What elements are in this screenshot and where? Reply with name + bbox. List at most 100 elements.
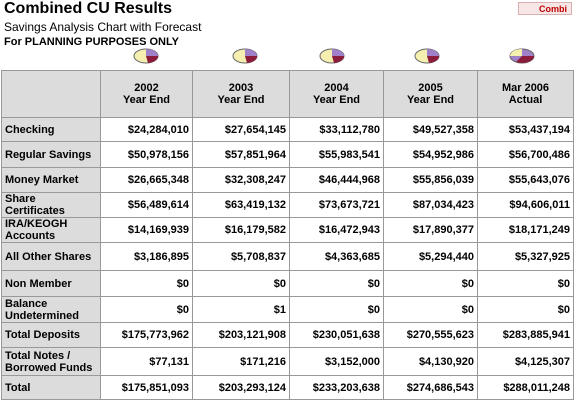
cell: $17,890,377 <box>383 217 478 243</box>
cell: $0 <box>100 270 193 297</box>
cell: $171,216 <box>192 347 290 376</box>
table-row: All Other Shares $3,186,895 $5,708,837 $4,3… <box>1 242 574 271</box>
cell: $14,169,939 <box>100 217 193 243</box>
cell: $53,437,194 <box>477 117 574 142</box>
column-header-line: 2002 <box>134 82 159 94</box>
column-header-line: Year End <box>122 94 171 106</box>
cell: $94,606,011 <box>477 192 574 218</box>
cell: $5,294,440 <box>383 242 478 271</box>
table-row: Total $175,851,093 $203,293,124 $233,203,63… <box>1 375 574 400</box>
table-row: Balance Undetermined $0 $1 $0 $0 $0 <box>1 296 574 323</box>
cell: $73,673,721 <box>289 192 384 218</box>
row-label: Checking <box>1 117 101 142</box>
cell: $5,327,925 <box>477 242 574 271</box>
cell: $270,555,623 <box>383 322 478 348</box>
subtitle: Savings Analysis Chart with Forecast <box>4 20 202 34</box>
cell: $54,952,986 <box>383 141 478 168</box>
cell: $77,131 <box>100 347 193 376</box>
cell: $46,444,968 <box>289 167 384 193</box>
cell: $3,186,895 <box>100 242 193 271</box>
cell: $0 <box>477 270 574 297</box>
cell: $16,472,943 <box>289 217 384 243</box>
row-label: Regular Savings <box>1 141 101 168</box>
column-header-line: Year End <box>406 94 455 106</box>
cell: $175,851,093 <box>100 375 193 400</box>
cell: $32,308,247 <box>192 167 290 193</box>
cell: $0 <box>477 296 574 323</box>
cell: $283,885,941 <box>477 322 574 348</box>
row-label: Money Market <box>1 167 101 193</box>
column-header-line: Mar 2006 <box>501 82 550 94</box>
cell: $0 <box>100 296 193 323</box>
table-row: Total Deposits $175,773,962 $203,121,908 $2… <box>1 322 574 348</box>
cell: $4,363,685 <box>289 242 384 271</box>
row-label: Total Deposits <box>1 322 101 348</box>
note: For PLANNING PURPOSES ONLY <box>4 36 180 48</box>
cell: $55,856,039 <box>383 167 478 193</box>
cell: $0 <box>289 296 384 323</box>
row-label: All Other Shares <box>1 242 101 271</box>
table: 2002 Year End 2003 Year End 2004 Year End 2005… <box>1 70 574 400</box>
cell: $203,121,908 <box>192 322 290 348</box>
cell: $50,978,156 <box>100 141 193 168</box>
cell: $24,284,010 <box>100 117 193 142</box>
cell: $175,773,962 <box>100 322 193 348</box>
column-header: 2004 Year End <box>289 70 384 118</box>
cell: $0 <box>289 270 384 297</box>
column-header-line: 2005 <box>418 82 443 94</box>
cell: $55,983,541 <box>289 141 384 168</box>
table-row: Money Market $26,665,348 $32,308,247 $46,44… <box>1 167 574 193</box>
cell: $233,203,638 <box>289 375 384 400</box>
table-row: Total Notes / Borrowed Funds $77,131 $171,… <box>1 347 574 376</box>
pie-icons <box>133 48 535 64</box>
pie-icon <box>414 48 440 64</box>
cell: $57,851,964 <box>192 141 290 168</box>
cell: $4,130,920 <box>383 347 478 376</box>
row-label: Balance Undetermined <box>1 296 101 323</box>
table-row: Regular Savings $50,978,156 $57,851,964 $55… <box>1 141 574 168</box>
cell: $26,665,348 <box>100 167 193 193</box>
table-row: IRA/KEOGH Accounts $14,169,939 $16,179,582… <box>1 217 574 243</box>
cell: $3,152,000 <box>289 347 384 376</box>
cell: $49,527,358 <box>383 117 478 142</box>
cell: $18,171,249 <box>477 217 574 243</box>
header-row: 2002 Year End 2003 Year End 2004 Year End 2005… <box>1 70 574 118</box>
title: Combined CU Results <box>4 0 173 17</box>
row-label: IRA/KEOGH Accounts <box>1 217 101 243</box>
cell: $56,489,614 <box>100 192 193 218</box>
column-header-line: Actual <box>508 94 543 106</box>
column-header: 2005 Year End <box>383 70 478 118</box>
button[interactable]: Combi <box>518 2 572 15</box>
table-row: Share Certificates $56,489,614 $63,419,132… <box>1 192 574 218</box>
pie-icon <box>509 48 535 64</box>
cell: $1 <box>192 296 290 323</box>
cell: $33,112,780 <box>289 117 384 142</box>
table-row: Non Member $0 $0 $0 $0 $0 <box>1 270 574 297</box>
row-label: Share Certificates <box>1 192 101 218</box>
cell: $0 <box>192 270 290 297</box>
row-label: Non Member <box>1 270 101 297</box>
column-header-line: 2003 <box>228 82 254 94</box>
pie-icon <box>319 48 345 64</box>
column-header: Mar 2006 Actual <box>477 70 574 118</box>
pie-icon <box>133 48 159 64</box>
column-header-line: 2004 <box>324 82 349 94</box>
cell: $4,125,307 <box>477 347 574 376</box>
column-header-line: Year End <box>312 94 361 106</box>
cell: $27,654,145 <box>192 117 290 142</box>
table-row: Checking $24,284,010 $27,654,145 $33,112,78… <box>1 117 574 142</box>
cell: $63,419,132 <box>192 192 290 218</box>
row-label: Total Notes / Borrowed Funds <box>1 347 101 376</box>
column-header: 2002 Year End <box>100 70 193 118</box>
corner-cell <box>1 70 101 118</box>
cell: $87,034,423 <box>383 192 478 218</box>
cell: $0 <box>383 270 478 297</box>
cell: $55,643,076 <box>477 167 574 193</box>
cell: $274,686,543 <box>383 375 478 400</box>
cell: $16,179,582 <box>192 217 290 243</box>
pie-icon <box>232 48 258 64</box>
cell: $0 <box>383 296 478 323</box>
cell: $203,293,124 <box>192 375 290 400</box>
cell: $288,011,248 <box>477 375 574 400</box>
